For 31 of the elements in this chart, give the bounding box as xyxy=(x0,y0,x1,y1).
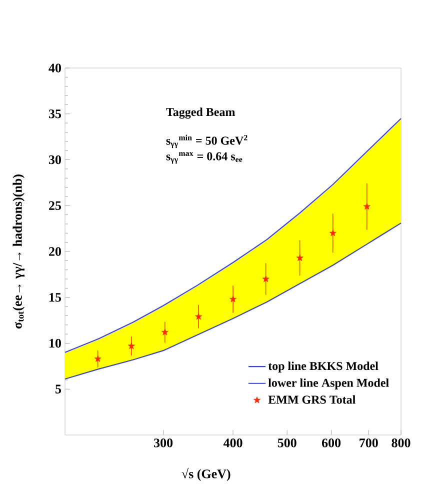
point xyxy=(128,342,135,350)
legend-label: EMM GRS Total xyxy=(268,395,356,404)
x-axis-title: √s (GeV) xyxy=(182,468,230,481)
point xyxy=(329,229,336,236)
legend-label: lower line Aspen Model xyxy=(268,378,389,390)
y-tick-label: 25 xyxy=(49,201,62,210)
point xyxy=(296,254,304,261)
annotation: s$_{γγ}$$^{max}$ = 0.64 s$_{ee}$ xyxy=(166,152,242,164)
y-tick-label: 40 xyxy=(48,64,61,72)
legend-label: top line BKKS Model xyxy=(268,362,378,373)
y-tick-label: 20 xyxy=(49,247,61,256)
point xyxy=(262,275,270,282)
x-tick-label: 700 xyxy=(360,438,378,448)
point xyxy=(94,355,102,362)
annotation: Tagged Beam xyxy=(166,108,236,119)
x-tick-label: 600 xyxy=(322,438,341,448)
y-tick-label: 15 xyxy=(50,293,62,302)
y-tick-label: 30 xyxy=(48,155,61,164)
x-tick-label: 500 xyxy=(278,438,296,448)
x-tick-label: 300 xyxy=(154,438,173,448)
y-tick-label: 35 xyxy=(48,110,62,118)
y-tick-label: 5 xyxy=(56,384,62,394)
point xyxy=(363,202,370,210)
x-tick-label: 400 xyxy=(223,438,242,448)
x-tick-label: 800 xyxy=(392,438,410,448)
point xyxy=(230,296,237,302)
y-axis-title: σ$_{tot}$(ee→ γγ/→ hadrons)(nb) xyxy=(12,174,25,329)
point xyxy=(161,328,168,336)
annotation: s$_{γγ}$$^{min}$ = 50 GeV$^{2}$ xyxy=(166,134,248,148)
y-tick-label: 10 xyxy=(50,338,61,348)
point xyxy=(195,312,202,320)
